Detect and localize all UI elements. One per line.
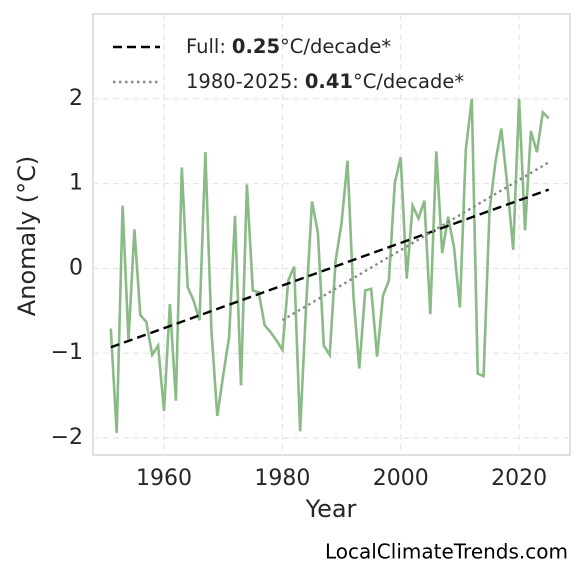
y-tick-label: 2 [69,86,83,111]
x-tick-label: 2020 [491,466,547,491]
plot-frame [92,13,571,456]
legend-rate: 0.41 [305,70,353,93]
y-tick-label: −2 [51,425,83,450]
legend-unit: °C/decade* [353,70,464,93]
legend-label: 1980-2025: 0.41°C/decade* [186,70,464,93]
legend-rate: 0.25 [232,35,280,58]
y-tick-label: 0 [69,255,83,280]
y-tick-label: −1 [51,340,83,365]
trend-line [110,188,550,349]
legend-name: Full: [186,35,226,58]
legend-unit: °C/decade* [280,35,391,58]
y-tick-label: 1 [69,171,83,196]
x-tick-label: 2000 [373,466,429,491]
x-tick-label: 1980 [254,466,310,491]
x-tick-label: 1960 [136,466,192,491]
legend-label: Full: 0.25°C/decade* [186,35,391,58]
legend-name: 1980-2025: [186,70,299,93]
source: LocalClimateTrends.com [325,540,568,564]
x-axis-label: Year [305,495,357,523]
data-line [109,98,550,433]
y-axis-label: Anomaly (°C) [13,156,41,316]
